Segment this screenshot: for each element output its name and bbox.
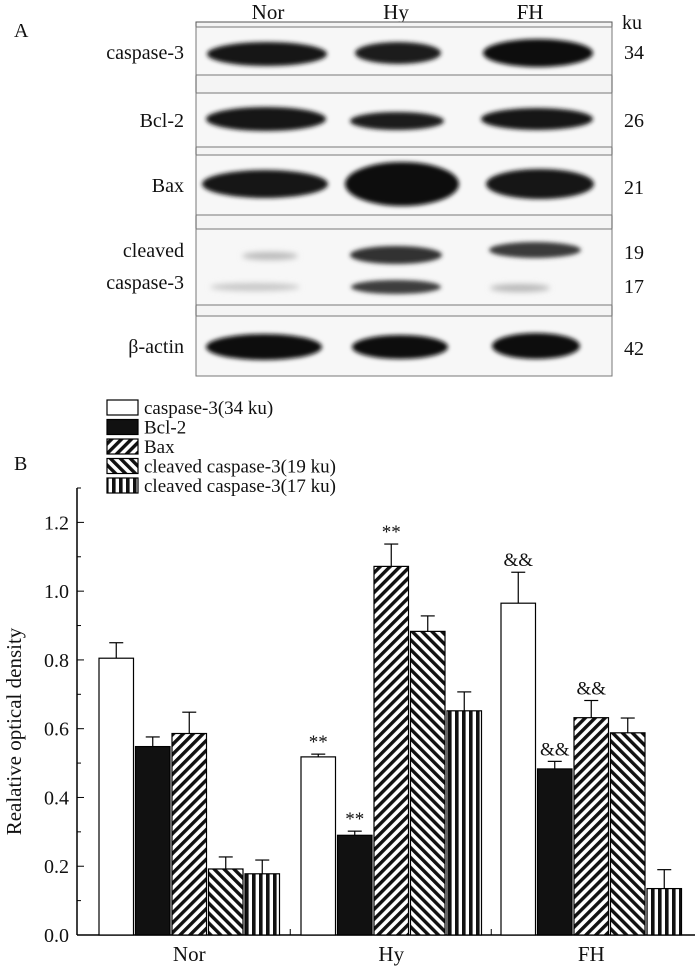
band-bax-hy bbox=[345, 162, 459, 206]
band-caspase3-hy bbox=[355, 42, 441, 64]
y-axis-title: Realative optical density bbox=[2, 627, 26, 835]
y-tick-label: 0.0 bbox=[44, 925, 69, 947]
mw-21: 21 bbox=[624, 177, 644, 199]
y-tick-label: 0.8 bbox=[44, 650, 69, 672]
bar bbox=[409, 630, 446, 936]
panel-a-letter: A bbox=[14, 20, 29, 42]
bar bbox=[98, 657, 135, 936]
x-tick-label: Nor bbox=[173, 942, 206, 966]
mw-19: 19 bbox=[624, 242, 644, 264]
bar bbox=[646, 887, 683, 936]
band-bax-fh bbox=[486, 169, 594, 199]
bar bbox=[207, 868, 244, 936]
bar bbox=[300, 756, 337, 936]
western-blot-image bbox=[195, 21, 613, 377]
lane-label-fh: FH bbox=[516, 0, 544, 24]
x-tick-label: Hy bbox=[378, 942, 404, 966]
band-caspase3-nor bbox=[207, 42, 327, 66]
legend-label: caspase-3(34 ku) bbox=[144, 398, 273, 419]
band-cleaved19-fh bbox=[489, 242, 581, 258]
legend-label: Bax bbox=[144, 437, 175, 458]
significance-label: && bbox=[576, 678, 606, 699]
bar bbox=[446, 710, 483, 936]
band-cleaved19-nor bbox=[242, 252, 298, 260]
mw-26: 26 bbox=[624, 110, 644, 132]
y-tick-label: 1.0 bbox=[44, 581, 69, 603]
y-tick-label: 1.2 bbox=[44, 512, 69, 534]
significance-label: && bbox=[540, 739, 570, 760]
bar bbox=[134, 745, 171, 936]
band-caspase3-fh bbox=[483, 39, 593, 67]
ku-unit-label: ku bbox=[622, 12, 642, 34]
significance-label: ** bbox=[382, 522, 401, 543]
bar bbox=[244, 873, 281, 936]
band-actin-fh bbox=[492, 333, 580, 359]
band-cleaved17-fh bbox=[490, 284, 550, 292]
x-tick-label: FH bbox=[578, 942, 605, 966]
legend-swatch bbox=[106, 418, 139, 436]
mw-17: 17 bbox=[624, 276, 644, 298]
panel-b-letter: B bbox=[14, 453, 28, 475]
band-label-beta-actin: β-actin bbox=[128, 336, 184, 358]
band-label-caspase3: caspase-3 bbox=[106, 42, 184, 64]
bar bbox=[609, 732, 646, 936]
significance-label: ** bbox=[309, 732, 328, 753]
band-bcl2-hy bbox=[350, 112, 444, 130]
bar bbox=[536, 768, 573, 936]
bar bbox=[573, 717, 610, 936]
bar bbox=[171, 732, 208, 936]
lane-label-nor: Nor bbox=[251, 0, 285, 24]
band-bax-nor bbox=[202, 170, 328, 198]
y-tick-label: 0.4 bbox=[44, 787, 69, 809]
band-actin-hy bbox=[352, 335, 448, 359]
y-tick-label: 0.2 bbox=[44, 856, 69, 878]
band-cleaved19-hy bbox=[350, 246, 442, 264]
bar bbox=[500, 602, 537, 936]
band-label-bax: Bax bbox=[151, 175, 184, 197]
band-bcl2-fh bbox=[481, 108, 593, 130]
mw-34: 34 bbox=[624, 42, 644, 64]
significance-label: && bbox=[503, 550, 533, 571]
legend-swatch bbox=[106, 477, 139, 494]
bar bbox=[373, 565, 410, 936]
legend-swatch bbox=[106, 438, 139, 455]
band-cleaved17-nor bbox=[210, 283, 300, 291]
bar-chart: 0.0 0.2 0.4 0.6 0.8 1.0 1.2 Realative optical d… bbox=[2, 398, 695, 966]
legend-swatch bbox=[106, 399, 139, 416]
band-bcl2-nor bbox=[206, 107, 326, 131]
band-label-cleaved-caspase3: caspase-3 bbox=[106, 272, 184, 294]
bar bbox=[336, 834, 373, 936]
lane-label-hy: Hy bbox=[383, 0, 409, 24]
legend-swatch bbox=[106, 457, 139, 475]
band-label-cleaved: cleaved bbox=[122, 240, 184, 262]
legend-label: cleaved caspase-3(17 ku) bbox=[144, 476, 336, 497]
legend-label: cleaved caspase-3(19 ku) bbox=[144, 457, 336, 478]
mw-42: 42 bbox=[624, 338, 644, 360]
significance-label: ** bbox=[345, 809, 364, 830]
legend-label: Bcl-2 bbox=[144, 418, 186, 439]
band-cleaved17-hy bbox=[351, 280, 441, 294]
band-label-bcl2: Bcl-2 bbox=[139, 110, 184, 132]
band-actin-nor bbox=[206, 334, 322, 360]
y-tick-label: 0.6 bbox=[44, 719, 69, 741]
